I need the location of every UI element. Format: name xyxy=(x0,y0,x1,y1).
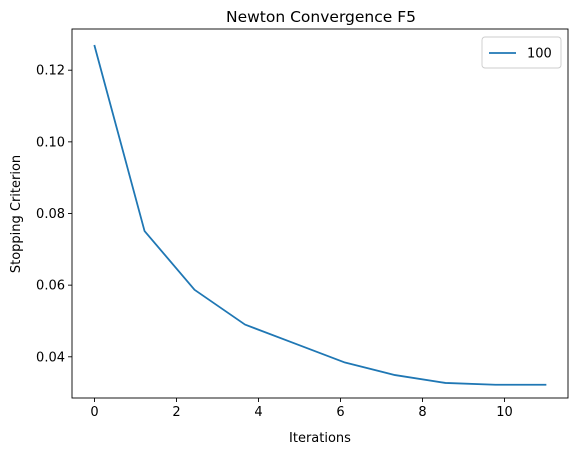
chart-title: Newton Convergence F5 xyxy=(226,8,416,26)
x-tick-label: 0 xyxy=(90,405,98,420)
x-tick-label: 4 xyxy=(254,405,262,420)
y-axis-title: Stopping Criterion xyxy=(9,155,24,273)
x-tick-label: 8 xyxy=(418,405,426,420)
y-tick-label: 0.08 xyxy=(36,207,65,222)
x-axis-title: Iterations xyxy=(289,431,351,446)
y-tick-label: 0.06 xyxy=(36,279,65,294)
y-tick-label: 0.12 xyxy=(36,64,65,79)
x-axis-ticks: 0 2 4 6 8 10 xyxy=(90,398,513,420)
y-tick-label: 0.04 xyxy=(36,350,65,365)
legend-series-label: 100 xyxy=(527,47,552,62)
legend: 100 xyxy=(481,36,562,69)
x-tick-label: 2 xyxy=(172,405,180,420)
legend-box xyxy=(481,36,562,69)
plot-content xyxy=(93,44,547,386)
y-tick-label: 0.10 xyxy=(36,135,65,150)
y-axis-ticks: 0.04 0.06 0.08 0.10 0.12 xyxy=(36,64,72,365)
x-tick-label: 10 xyxy=(496,405,513,420)
series-line-0 xyxy=(93,44,547,386)
x-tick-label: 6 xyxy=(336,405,344,420)
